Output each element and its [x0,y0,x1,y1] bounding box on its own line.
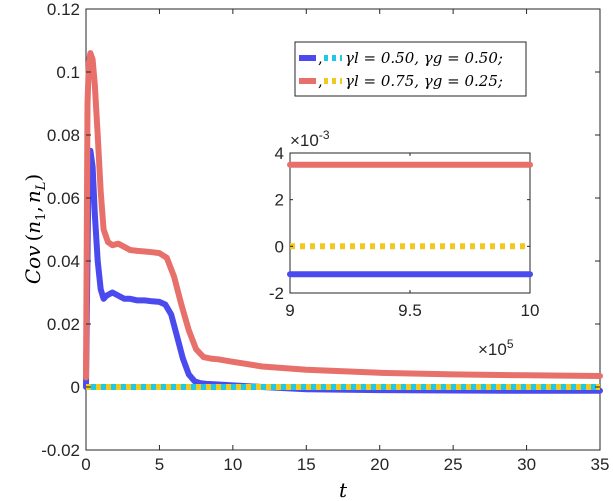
svg-text:,: , [318,49,323,67]
inset-ticks-group: 9 9.5 10 -2 0 2 4 [269,144,540,320]
main-x-tick-label: 30 [517,455,536,474]
main-y-axis-label: Cov(n1,nL) [21,174,49,284]
main-x-tick-label: 20 [370,455,389,474]
inset-x-multiplier: ×105 [478,337,514,359]
main-y-tick-label: 0.12 [47,0,80,19]
svg-text:,: , [318,72,323,90]
main-y-tick-label: 0.02 [47,315,80,334]
inset-y-tick-label: 2 [275,191,284,210]
main-y-tick-label: 0.08 [47,126,80,145]
legend-entry-2: , γl = 0.75, γg = 0.25; [299,72,503,90]
main-x-tick-label: 35 [591,455,610,474]
main-x-axis-label: t [339,478,348,501]
main-series-line-2 [83,50,603,381]
main-x-tick-label: 5 [155,455,164,474]
inset-y-tick-label: 4 [275,144,284,163]
legend-entry-1: , γl = 0.50, γg = 0.50; [299,49,503,67]
inset-y-multiplier: ×10-3 [290,128,330,150]
main-ticks-group: 0 5 10 15 20 25 30 35-0.0200.020.040.060.080.10… [41,0,609,474]
legend-label-1: γl = 0.50, γg = 0.50; [345,49,503,67]
inset-x-tick-label: 10 [521,301,540,320]
main-x-tick-label: 10 [223,455,242,474]
main-x-tick-label: 25 [444,455,463,474]
main-y-tick-label: 0 [71,378,80,397]
main-x-tick-label: 15 [297,455,316,474]
main-series-group [83,50,603,394]
main-y-tick-label: -0.02 [41,441,80,460]
main-y-tick-label: 0.1 [56,63,80,82]
svg-text:Cov(n1,nL): Cov(n1,nL) [21,174,49,284]
legend: , γl = 0.50, γg = 0.50; , γl = 0.75, γg … [294,41,527,97]
inset-y-tick-label: 0 [275,237,284,256]
inset-series-group [287,161,533,278]
inset-x-tick-label: 9.5 [398,301,422,320]
main-x-tick-label: 0 [81,455,90,474]
main-y-tick-label: 0.04 [47,252,80,271]
legend-label-2: γl = 0.75, γg = 0.25; [345,72,503,90]
inset-x-tick-label: 9 [285,301,294,320]
inset-plot-area [289,152,531,294]
inset-y-tick-label: -2 [269,284,284,303]
main-y-tick-label: 0.06 [47,189,80,208]
